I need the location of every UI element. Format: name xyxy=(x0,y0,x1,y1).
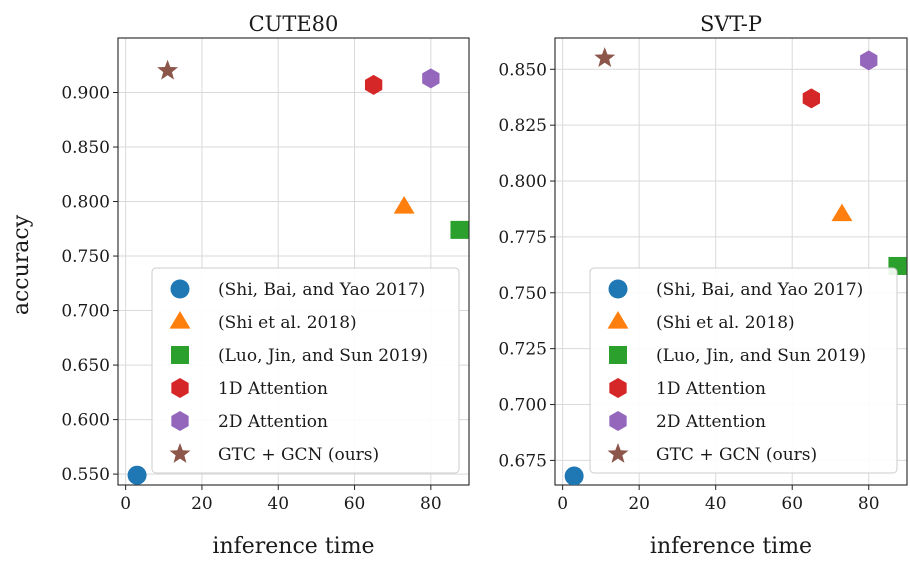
y-tick-label: 0.750 xyxy=(61,247,110,267)
x-tick-label: 40 xyxy=(267,494,289,514)
y-tick-label: 0.700 xyxy=(498,396,547,416)
data-points xyxy=(564,47,907,485)
legend-label: (Luo, Jin, and Sun 2019) xyxy=(656,346,866,366)
y-tick-label: 0.750 xyxy=(498,284,547,304)
legend-label: (Shi et al. 2018) xyxy=(218,313,357,333)
legend-marker xyxy=(171,346,189,364)
y-tick-label: 0.800 xyxy=(498,172,547,192)
legend-label: (Shi et al. 2018) xyxy=(656,313,795,333)
y-tick-label: 0.850 xyxy=(498,60,547,80)
legend-marker xyxy=(609,378,627,398)
data-point xyxy=(802,88,821,109)
x-tick-label: 20 xyxy=(191,494,213,514)
legend-label: 2D Attention xyxy=(218,412,328,432)
x-axis-label: inference time xyxy=(650,534,812,559)
data-point xyxy=(594,47,616,68)
y-tick-label: 0.775 xyxy=(498,228,547,248)
x-tick-label: 0 xyxy=(120,494,131,514)
chart-panel-2: SVT-P 0 20 40 60 80 0.675 0.700 0.725 0.750 0.775 0… xyxy=(498,12,908,559)
y-tick-label: 0.800 xyxy=(61,193,110,213)
x-tick-label: 20 xyxy=(628,494,650,514)
y-tick-label: 0.675 xyxy=(498,451,547,471)
data-point xyxy=(831,203,853,222)
x-axis-label: inference time xyxy=(212,534,374,559)
x-tick-label: 40 xyxy=(705,494,727,514)
data-point xyxy=(422,68,440,89)
legend-marker xyxy=(169,443,191,463)
plot-frame xyxy=(117,37,470,486)
x-tick-label: 80 xyxy=(420,494,442,514)
y-tick-label: 0.725 xyxy=(498,340,547,360)
legend-label: 1D Attention xyxy=(218,379,328,399)
data-point xyxy=(127,465,147,485)
data-point xyxy=(450,220,469,239)
legend-label: 1D Attention xyxy=(656,379,766,399)
legend-marker xyxy=(607,311,629,329)
data-point xyxy=(364,74,383,95)
legend-marker xyxy=(171,411,189,431)
legend-label: GTC + GCN (ours) xyxy=(656,445,817,465)
chart-title: SVT-P xyxy=(700,12,762,36)
legend-label: (Shi, Bai, and Yao 2017) xyxy=(656,280,863,300)
chart-panel-1: CUTE80 0 20 40 60 80 0.550 0.600 0.650 0.700 0.750… xyxy=(61,12,470,559)
y-tick-label: 0.825 xyxy=(498,116,547,136)
legend-marker xyxy=(169,311,191,329)
data-point xyxy=(860,50,878,71)
x-tick-label: 0 xyxy=(557,494,568,514)
x-tick-label: 60 xyxy=(344,494,366,514)
data-point xyxy=(393,195,415,214)
legend-marker xyxy=(609,411,627,431)
chart-title: CUTE80 xyxy=(249,12,339,36)
y-tick-label: 0.900 xyxy=(61,84,110,104)
legend-label: (Luo, Jin, and Sun 2019) xyxy=(218,346,428,366)
data-point xyxy=(564,466,584,485)
legend-box xyxy=(589,267,898,474)
legend-marker xyxy=(607,443,629,463)
legend-label: GTC + GCN (ours) xyxy=(218,445,379,465)
legend: (Shi, Bai, and Yao 2017) (Shi et al. 2018… xyxy=(589,267,898,474)
x-tick-label: 60 xyxy=(781,494,803,514)
legend-box xyxy=(151,267,460,474)
data-points xyxy=(127,59,469,485)
y-tick-label: 0.700 xyxy=(61,302,110,322)
x-tick-label: 80 xyxy=(858,494,880,514)
y-tick-label: 0.850 xyxy=(61,138,110,158)
y-tick-label: 0.550 xyxy=(61,465,110,485)
y-axis-label: accuracy xyxy=(9,214,34,315)
data-point xyxy=(157,59,179,80)
legend-marker xyxy=(170,279,190,299)
legend-label: 2D Attention xyxy=(656,412,766,432)
legend: (Shi, Bai, and Yao 2017) (Shi et al. 2018… xyxy=(151,267,460,474)
y-tick-label: 0.600 xyxy=(61,411,110,431)
legend-marker xyxy=(609,346,627,364)
legend-marker xyxy=(608,279,628,299)
legend-marker xyxy=(171,378,189,398)
legend-label: (Shi, Bai, and Yao 2017) xyxy=(218,280,425,300)
plot-frame xyxy=(554,37,908,486)
y-tick-label: 0.650 xyxy=(61,356,110,376)
